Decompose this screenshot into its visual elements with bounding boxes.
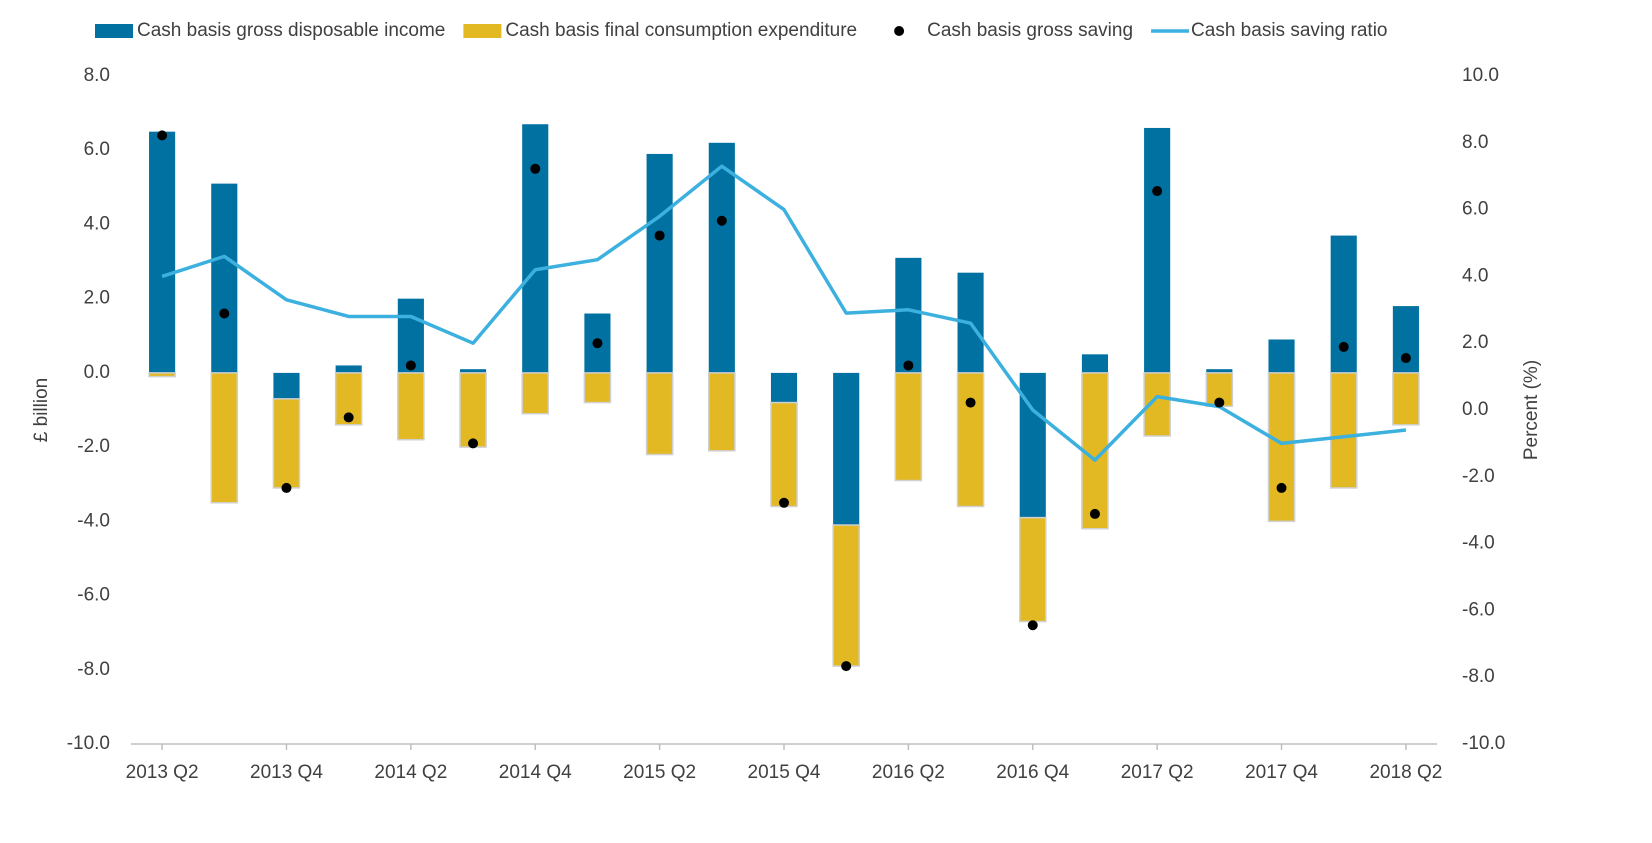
x-tick-label: 2018 Q2 [1369, 762, 1442, 783]
line [161, 164, 1407, 462]
y-tick-label: 6.0 [84, 139, 110, 160]
dot [1214, 397, 1225, 408]
bar [707, 372, 736, 452]
y-tick-label: -6.0 [77, 585, 110, 606]
bar [211, 183, 238, 373]
y2-tick-label: -6.0 [1462, 599, 1495, 620]
bar [770, 372, 798, 403]
x-tick-label: 2014 Q2 [374, 762, 447, 783]
x-tick-label: 2014 Q4 [499, 762, 572, 783]
y-tick-label: -8.0 [77, 659, 110, 680]
y-tick-label: 4.0 [84, 213, 110, 234]
bar [148, 372, 176, 378]
bar [272, 398, 301, 489]
dot [592, 338, 603, 349]
legend-swatch [463, 24, 502, 38]
legend-swatch [894, 26, 905, 36]
y2-tick-label: 8.0 [1462, 132, 1488, 153]
y-tick-label: -4.0 [77, 510, 110, 531]
y2-axis-title: Percent (%) [1521, 360, 1542, 460]
bar [1144, 127, 1171, 373]
dot [530, 163, 541, 174]
dot [1400, 353, 1411, 364]
y2-tick-label: 4.0 [1462, 265, 1488, 286]
bar [335, 365, 362, 373]
bar [522, 124, 549, 373]
bar [1206, 369, 1233, 373]
legend-label: Cash basis final consumption expenditure [505, 20, 857, 41]
legend-label: Cash basis gross disposable income [137, 20, 445, 41]
dot [219, 308, 230, 319]
bar [1081, 354, 1109, 373]
y2-tick-label: -4.0 [1462, 533, 1495, 554]
bar [956, 372, 985, 508]
bar [1268, 339, 1295, 373]
y-tick-label: -2.0 [77, 436, 110, 457]
bar [895, 257, 922, 373]
bar [210, 372, 239, 504]
y-tick-label: 0.0 [84, 362, 110, 383]
bar [770, 401, 798, 508]
bar [645, 372, 674, 456]
bar [521, 372, 550, 415]
dot [1276, 482, 1287, 493]
y-tick-label: -10.0 [67, 733, 110, 754]
bar [708, 142, 735, 373]
x-tick-label: 2016 Q4 [996, 762, 1069, 783]
bar [832, 524, 861, 667]
dot [1027, 620, 1038, 631]
x-tick-label: 2013 Q2 [126, 762, 199, 783]
legend-label: Cash basis saving ratio [1191, 20, 1387, 41]
bar [1018, 516, 1047, 623]
bar [397, 372, 425, 441]
legend-swatch [95, 24, 133, 38]
dot [1089, 508, 1100, 519]
bar [833, 372, 860, 526]
bar [459, 372, 487, 448]
bar [459, 369, 487, 373]
y-axis-title: £ billion [31, 378, 52, 442]
bar [1392, 372, 1420, 426]
dot [841, 661, 852, 672]
legend-label: Cash basis gross saving [927, 20, 1133, 41]
x-tick-label: 2013 Q4 [250, 762, 323, 783]
x-tick-label: 2015 Q4 [748, 762, 821, 783]
dot [965, 397, 976, 408]
y2-tick-label: -2.0 [1462, 466, 1495, 487]
bar [1267, 372, 1296, 523]
bar [273, 372, 300, 399]
bar [583, 372, 612, 404]
dot [468, 438, 479, 449]
dot [716, 215, 727, 226]
y2-tick-label: 2.0 [1462, 332, 1488, 353]
bar [149, 131, 176, 373]
x-tick-label: 2017 Q4 [1245, 762, 1318, 783]
y2-tick-label: -8.0 [1462, 666, 1495, 687]
dot [405, 360, 416, 371]
bar [1329, 372, 1358, 489]
dot [903, 360, 914, 371]
dot [654, 230, 665, 241]
x-tick-label: 2016 Q2 [872, 762, 945, 783]
dot [343, 412, 354, 423]
y-tick-label: 2.0 [84, 288, 110, 309]
y2-tick-label: 0.0 [1462, 399, 1488, 420]
dot [281, 482, 292, 493]
dot [779, 497, 789, 508]
y2-tick-label: 10.0 [1462, 65, 1499, 86]
dot [1152, 186, 1163, 197]
y2-tick-label: 6.0 [1462, 199, 1488, 220]
bar [894, 372, 923, 482]
bar [1330, 235, 1357, 373]
bar [646, 153, 673, 373]
x-tick-label: 2017 Q2 [1121, 762, 1194, 783]
dot [1338, 341, 1349, 352]
x-tick-label: 2015 Q2 [623, 762, 696, 783]
y-tick-label: 8.0 [84, 65, 110, 86]
dot [157, 130, 168, 141]
y2-tick-label: -10.0 [1462, 733, 1505, 754]
